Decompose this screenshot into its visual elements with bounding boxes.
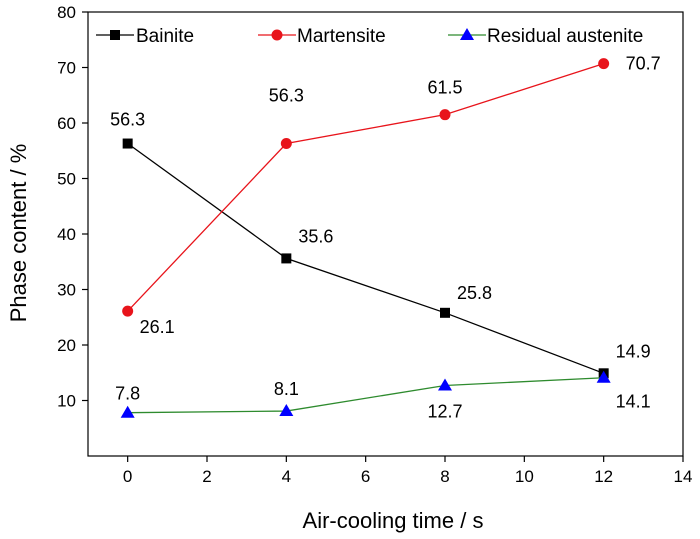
residual-austenite-point (438, 378, 452, 391)
y-tick-label: 70 (57, 59, 76, 78)
legend-marker-residual-austenite (460, 28, 474, 40)
martensite-data-label: 70.7 (626, 54, 661, 74)
y-tick-label: 60 (57, 114, 76, 133)
residual-austenite-data-label: 14.1 (616, 392, 651, 412)
residual-austenite-data-label: 12.7 (427, 402, 462, 422)
bainite-data-label: 14.9 (616, 341, 651, 361)
axes: 0 2 4 6 8 10 12 14 10 20 30 40 50 60 70 80 (57, 3, 692, 486)
residual-austenite-line (127, 377, 604, 414)
legend-label-martensite: Martensite (297, 26, 386, 47)
y-tick-label: 30 (57, 281, 76, 300)
y-tick-label: 20 (57, 336, 76, 355)
y-tick-label: 50 (57, 170, 76, 189)
series-layer (120, 58, 611, 418)
martensite-point (439, 109, 451, 121)
residual-austenite-point (279, 404, 294, 417)
x-tick-label: 12 (594, 467, 613, 486)
x-tick-label: 4 (282, 467, 291, 486)
legend: Bainite Martensite Residual austenite (96, 26, 643, 47)
y-axis-title: Phase content / % (6, 144, 31, 323)
residual-austenite-point (596, 370, 611, 383)
legend-marker-bainite (110, 30, 120, 40)
x-tick-label: 2 (202, 467, 211, 486)
martensite-data-label: 56.3 (269, 86, 304, 106)
y-tick-label: 10 (57, 392, 76, 411)
residual-austenite-data-label: 7.8 (115, 384, 140, 404)
y-tick-label: 80 (57, 3, 76, 22)
martensite-point (280, 138, 292, 150)
martensite-data-label: 61.5 (427, 78, 462, 98)
data-labels: 56.3 35.6 25.8 14.9 26.1 56.3 61.5 70.7 7.8 8.1 12… (110, 54, 661, 422)
bainite-data-label: 25.8 (457, 283, 492, 303)
plot-frame (87, 11, 684, 457)
x-tick-label: 0 (123, 467, 132, 486)
martensite-data-label: 26.1 (140, 317, 175, 337)
residual-austenite-data-label: 8.1 (274, 379, 299, 399)
bainite-line (127, 143, 604, 374)
x-tick-label: 10 (515, 467, 534, 486)
legend-marker-martensite (271, 29, 283, 41)
martensite-line (127, 62, 604, 312)
legend-label-residual-austenite: Residual austenite (487, 26, 643, 47)
legend-label-bainite: Bainite (136, 26, 194, 47)
x-axis-title: Air-cooling time / s (303, 508, 484, 533)
bainite-point (440, 307, 450, 318)
bainite-point (122, 138, 133, 149)
residual-austenite-point (120, 405, 135, 418)
martensite-point (598, 58, 610, 70)
x-tick-label: 14 (674, 467, 693, 486)
bainite-data-label: 56.3 (110, 110, 145, 130)
bainite-data-label: 35.6 (298, 226, 333, 246)
martensite-point (122, 305, 134, 317)
y-tick-label: 40 (57, 225, 76, 244)
bainite-point (281, 253, 292, 264)
x-tick-label: 6 (361, 467, 370, 486)
x-tick-label: 8 (440, 467, 449, 486)
